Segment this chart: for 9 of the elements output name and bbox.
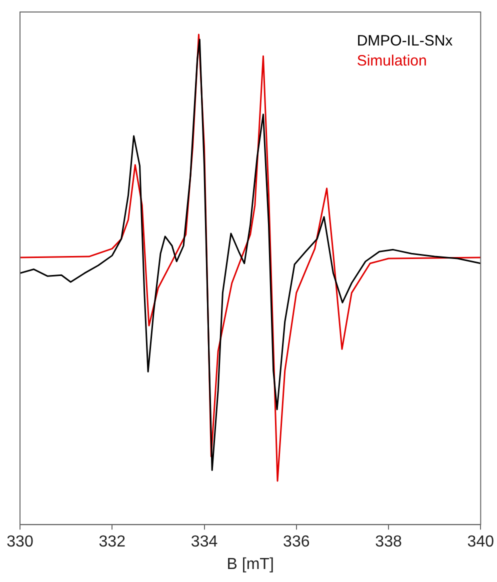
x-tick-label: 336 [283, 534, 310, 551]
text: DMPO-IL-SNx [356, 32, 454, 50]
x-tick-label: 330 [6, 534, 34, 551]
x-tick-label: 334 [190, 534, 218, 551]
x-tick-label: 340 [467, 534, 494, 551]
x-tick-label: 338 [375, 534, 402, 551]
text: Simulation [356, 52, 427, 70]
x-axis-title: B [mT] [226, 556, 274, 573]
x-tick-label: 332 [98, 534, 126, 551]
